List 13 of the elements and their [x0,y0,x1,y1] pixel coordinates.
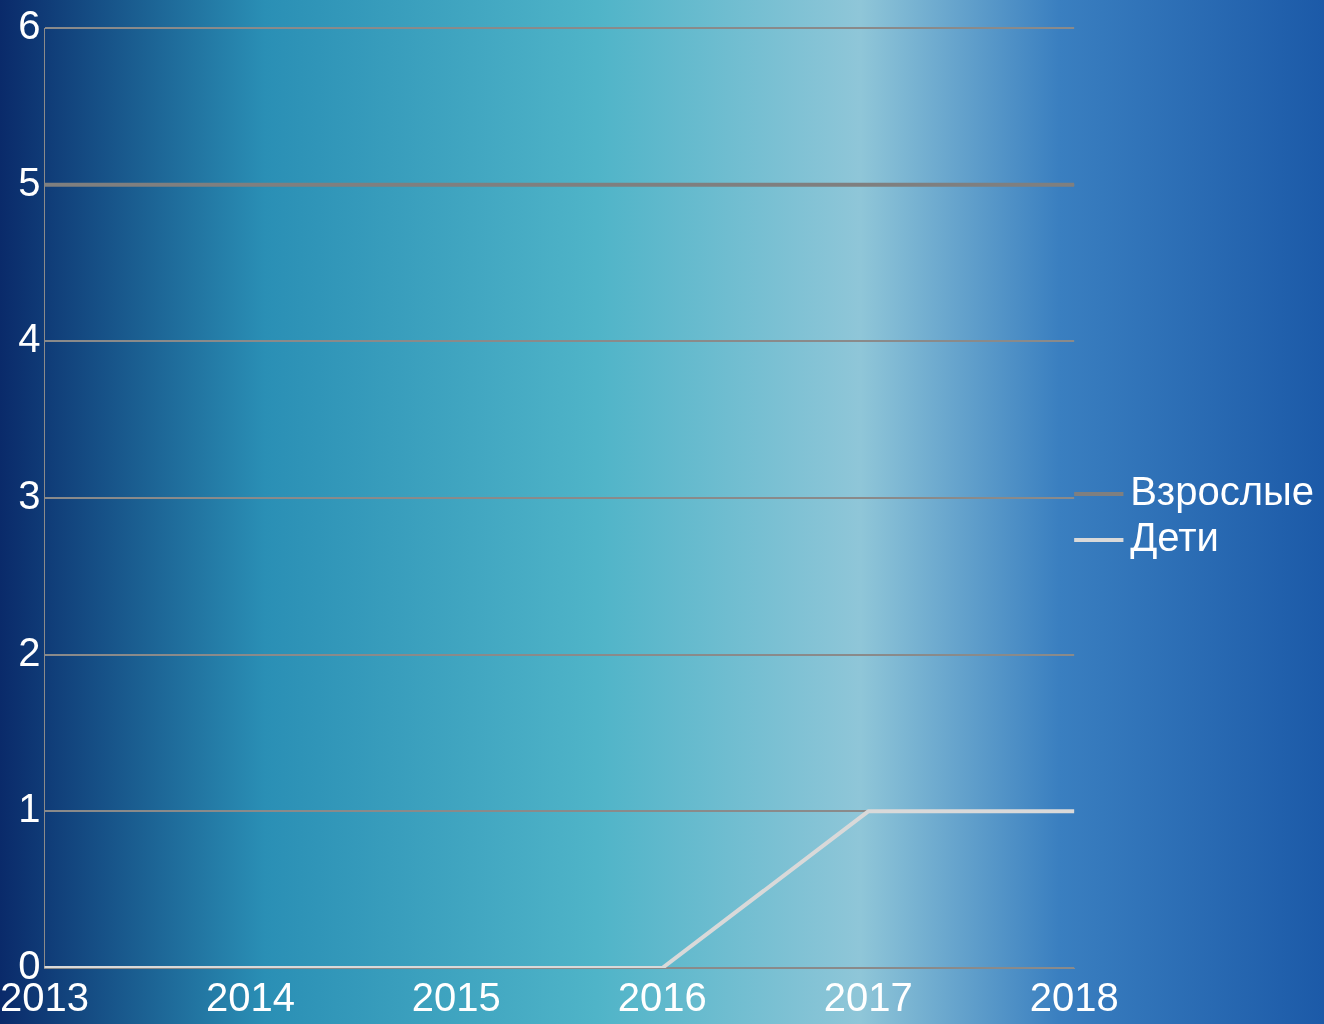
x-tick-label: 2016 [617,975,707,1020]
y-tick-label: 6 [18,3,41,48]
x-tick-label: 2015 [411,975,501,1020]
y-tick-label: 1 [18,786,41,831]
x-tick-label: 2014 [205,975,295,1020]
legend-label: Дети [1130,515,1219,560]
y-tick-label: 2 [18,629,41,674]
y-tick-label: 5 [18,159,41,204]
legend-label: Взрослые [1130,469,1315,514]
x-tick-label: 2017 [823,975,913,1020]
x-tick-label: 2018 [1029,975,1119,1020]
y-tick-label: 4 [18,316,41,361]
y-tick-label: 3 [18,473,41,518]
